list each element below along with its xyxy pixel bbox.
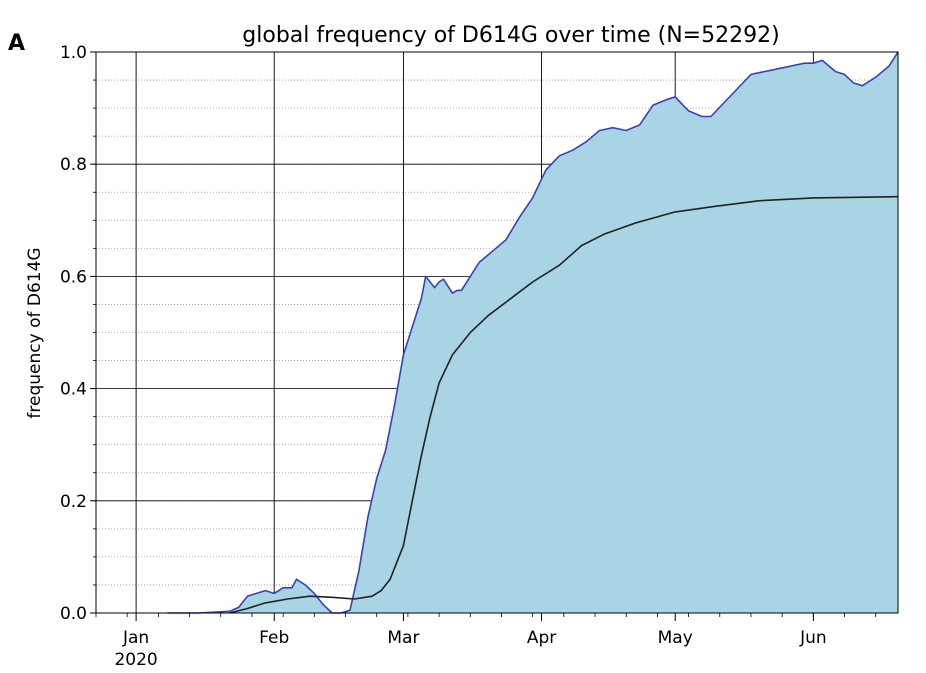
- x-tick-label: Jan: [122, 628, 149, 648]
- y-tick-label: 0.8: [60, 155, 87, 175]
- y-tick-label: 0.2: [60, 492, 87, 512]
- chart-title: global frequency of D614G over time (N=5…: [242, 23, 779, 48]
- x-tick-sublabel: 2020: [114, 650, 157, 670]
- y-axis-label: frequency of D614G: [25, 247, 45, 418]
- y-tick-label: 0.0: [60, 604, 87, 624]
- y-tick-label: 1.0: [60, 43, 87, 63]
- x-tick-label: Mar: [387, 628, 419, 648]
- series-0-area: [167, 52, 899, 613]
- x-tick-label: Jun: [799, 628, 827, 648]
- x-tick-label: Apr: [527, 628, 556, 648]
- y-tick-label: 0.4: [60, 380, 87, 400]
- x-tick-label: May: [658, 628, 693, 648]
- series-layer: [167, 51, 899, 614]
- x-tick-label: Feb: [259, 628, 289, 648]
- y-tick-label: 0.6: [60, 267, 87, 287]
- series-0-line: [167, 51, 899, 614]
- panel-label: A: [8, 31, 25, 56]
- series-1-line: [229, 195, 899, 614]
